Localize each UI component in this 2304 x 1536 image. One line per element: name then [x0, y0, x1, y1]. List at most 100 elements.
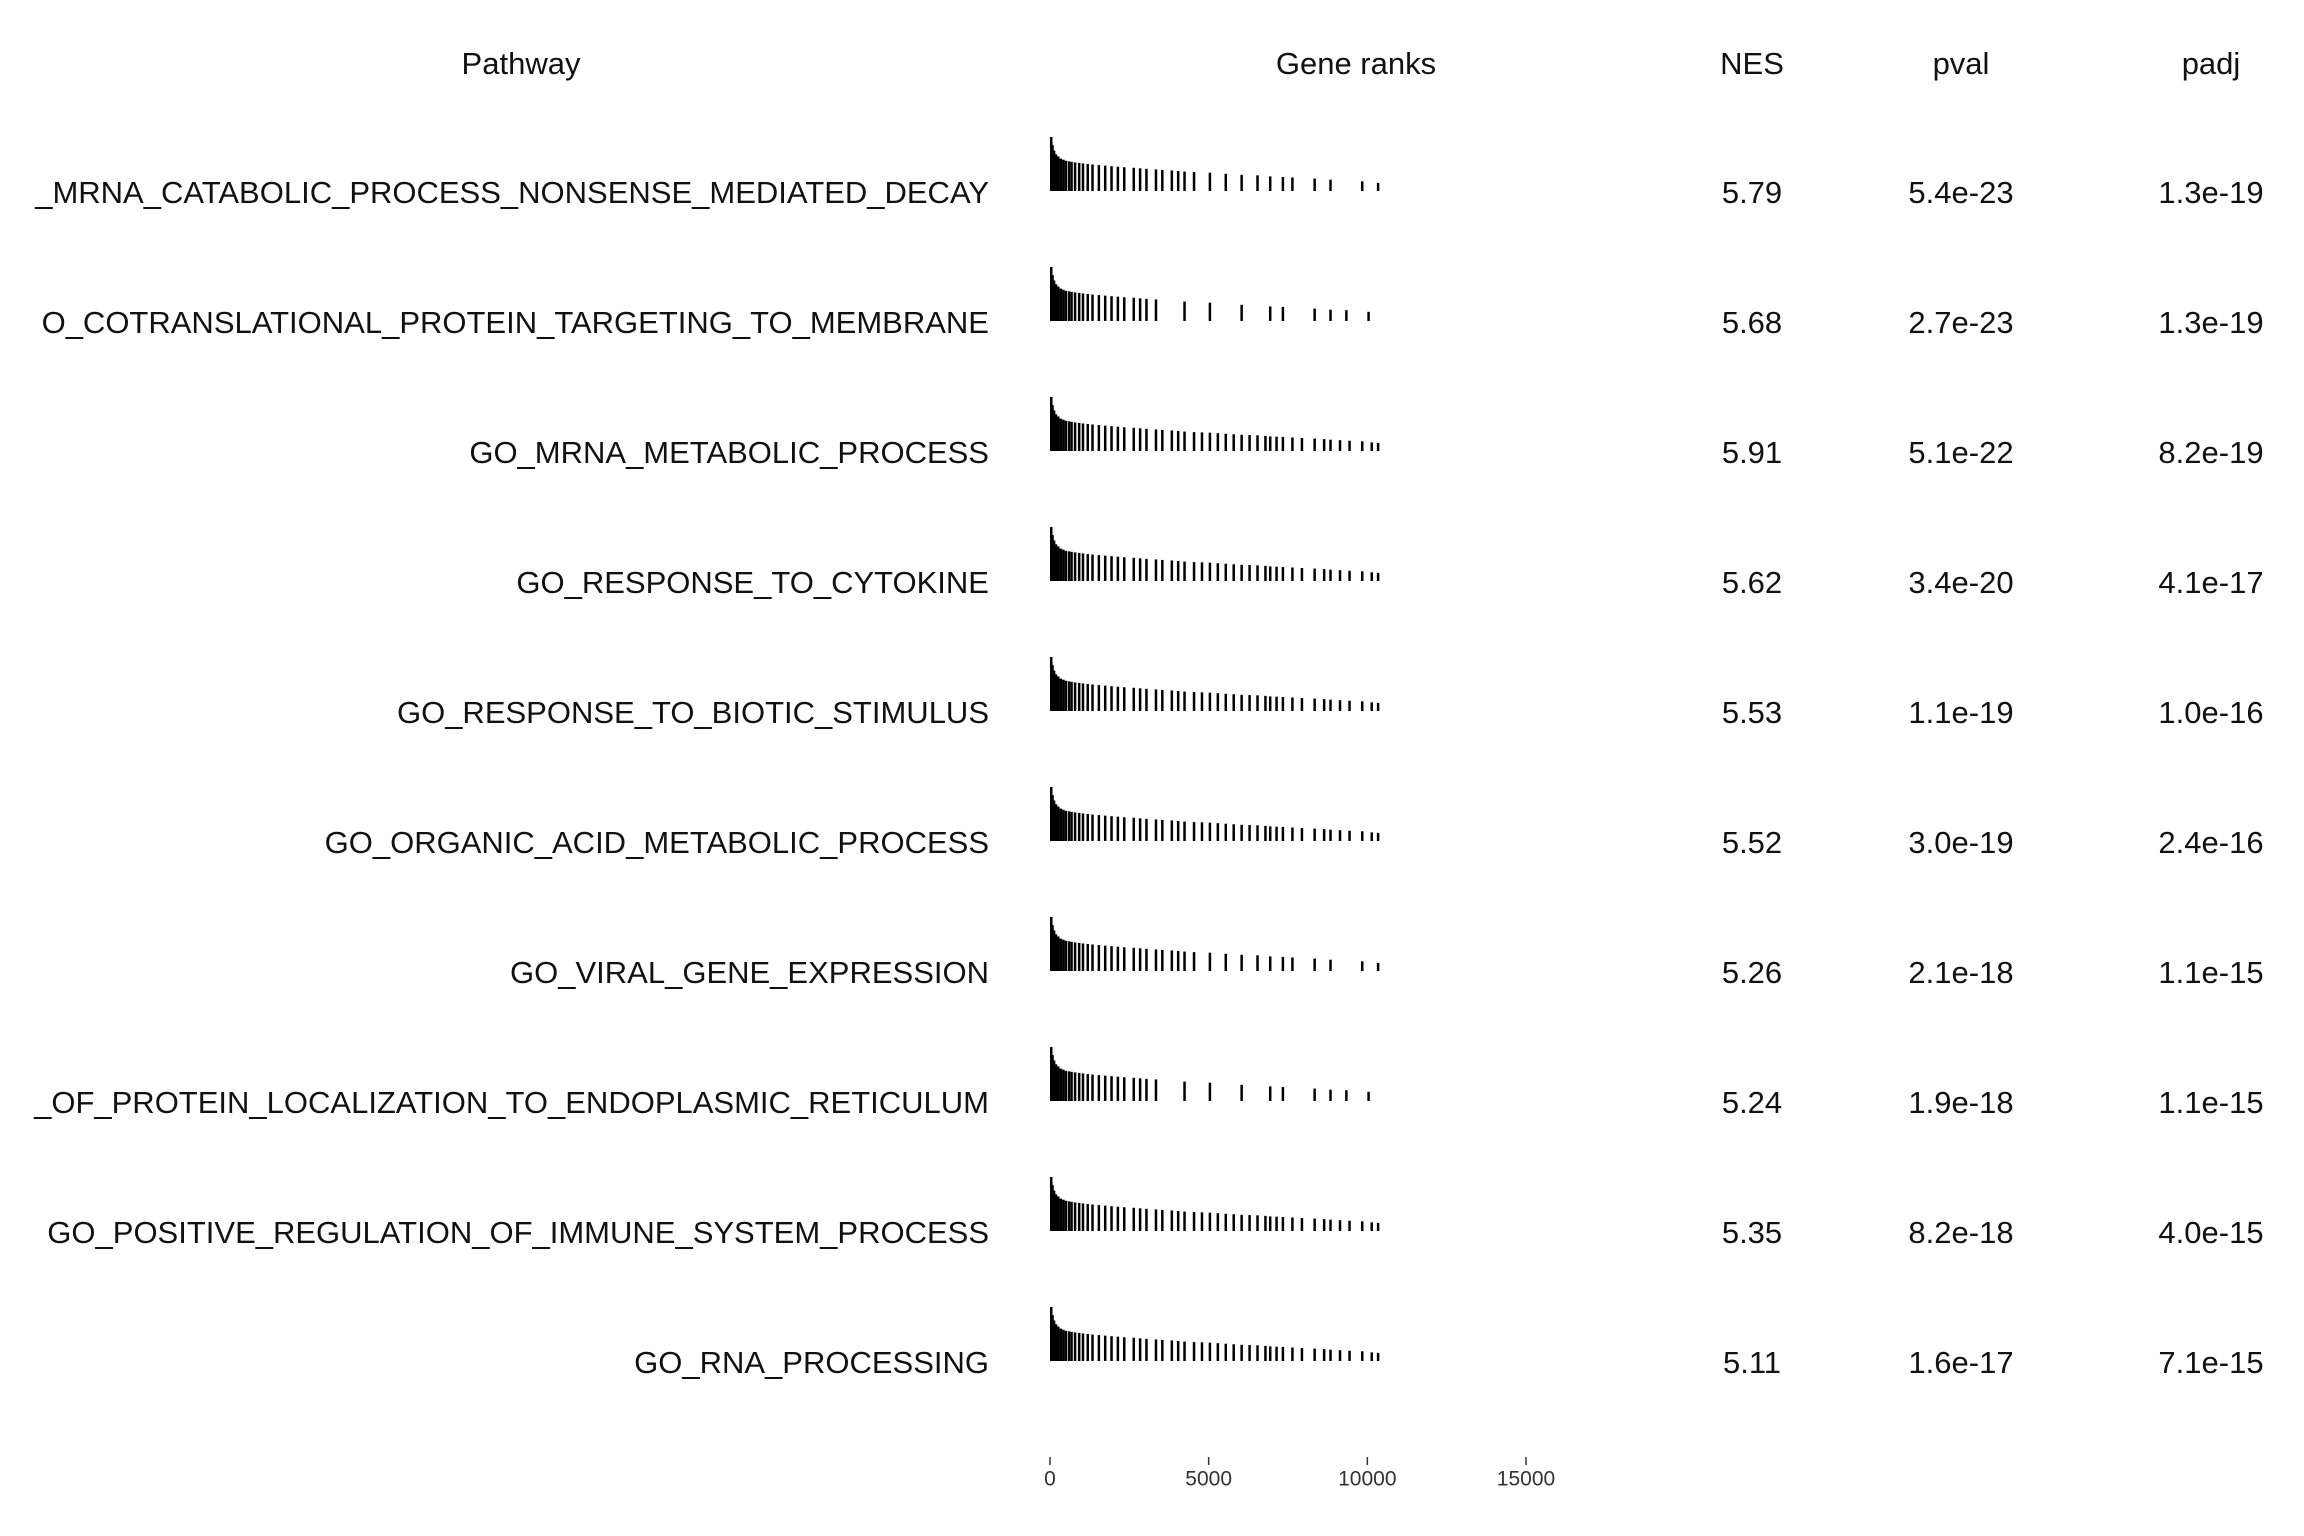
gene-hit: [1370, 702, 1374, 711]
pval-value: 2.1e-18: [1908, 955, 2013, 990]
nes-value: 5.52: [1722, 825, 1782, 860]
gene-hit: [1103, 295, 1107, 321]
gene-hit: [1138, 428, 1142, 451]
gene-hit: [1232, 824, 1235, 841]
gene-hit: [1313, 698, 1316, 711]
gene-hit: [1154, 169, 1158, 191]
gene-hit: [1360, 181, 1364, 191]
gene-hit: [1216, 1213, 1220, 1231]
gene-hit: [1122, 427, 1126, 451]
x-tick-label: 5000: [1185, 1468, 1232, 1491]
gene-hit: [1122, 167, 1126, 191]
gene-hit: [1059, 1328, 1063, 1361]
gene-hit: [1161, 689, 1164, 711]
gene-hit: [1360, 1351, 1364, 1361]
gene-hit: [1052, 670, 1056, 711]
gene-hit: [1248, 1345, 1251, 1361]
gene-hit: [1200, 822, 1204, 841]
gene-hit: [1054, 1194, 1058, 1231]
gene-hit: [1067, 941, 1071, 971]
gene-hit: [1052, 930, 1056, 971]
gene-hit: [1313, 308, 1316, 321]
gene-hit: [1064, 680, 1068, 711]
gene-hit: [1224, 693, 1228, 711]
gene-hit: [1240, 694, 1243, 711]
gene-hit: [1073, 1332, 1077, 1361]
gene-hit: [1154, 299, 1158, 321]
gene-hit: [1067, 1071, 1071, 1101]
gene-hit: [1077, 1332, 1081, 1361]
gene-hit: [1192, 432, 1196, 451]
gene-hit: [1077, 682, 1081, 711]
gene-hit: [1064, 940, 1068, 971]
gene-hit: [1070, 1071, 1073, 1101]
gene-hit: [1208, 432, 1212, 451]
padj-value: 1.3e-19: [2158, 175, 2263, 210]
gene-hit: [1110, 1336, 1113, 1361]
gene-hit: [1054, 544, 1058, 581]
gene-hit: [1062, 549, 1065, 581]
gene-hit: [1086, 424, 1089, 451]
gene-hit: [1073, 1202, 1077, 1231]
gene-hit: [1132, 427, 1136, 451]
gene-hit: [1281, 1216, 1285, 1231]
gene-hit: [1062, 159, 1065, 191]
gene-hit: [1161, 429, 1164, 451]
gene-hit: [1275, 436, 1278, 451]
gene-hit: [1224, 1213, 1228, 1231]
gene-hit: [1050, 917, 1053, 971]
gene-hit: [1240, 824, 1243, 841]
gene-hit: [1281, 306, 1285, 321]
gene-hit: [1313, 438, 1316, 451]
gene-hit: [1240, 1344, 1243, 1361]
gene-hit: [1138, 818, 1142, 841]
gene-hit: [1091, 814, 1094, 841]
gene-hit: [1059, 1068, 1063, 1101]
gene-hit: [1077, 552, 1081, 581]
gene-hit: [1081, 1073, 1085, 1101]
gene-hit: [1070, 551, 1073, 581]
gene-hit: [1056, 936, 1060, 971]
gene-hit: [1067, 681, 1071, 711]
gene-hit: [1360, 1221, 1364, 1231]
gene-hit: [1240, 954, 1243, 971]
gene-hit: [1138, 1338, 1142, 1361]
gene-hit: [1051, 795, 1054, 841]
gene-hit: [1329, 1219, 1332, 1231]
pval-value: 3.4e-20: [1908, 565, 2013, 600]
gene-hit: [1070, 941, 1073, 971]
gene-hit: [1064, 290, 1068, 321]
gene-hit: [1232, 564, 1235, 581]
gene-hit: [1154, 949, 1158, 971]
pval-value: 2.7e-23: [1908, 305, 2013, 340]
gene-hit: [1322, 439, 1326, 451]
gene-hit: [1050, 397, 1053, 451]
gene-hit: [1051, 535, 1054, 581]
gene-hit: [1132, 557, 1136, 581]
gene-hit: [1291, 437, 1294, 451]
pval-value: 5.4e-23: [1908, 175, 2013, 210]
gene-hit: [1145, 558, 1148, 581]
gene-hit: [1056, 1066, 1060, 1101]
gene-hit: [1070, 1201, 1073, 1231]
gene-hit: [1183, 171, 1186, 191]
gene-hit: [1224, 173, 1228, 191]
gene-hit: [1116, 1076, 1120, 1101]
gene-hit: [1176, 951, 1180, 971]
gene-hit: [1200, 1342, 1204, 1361]
gene-hit: [1110, 1206, 1113, 1231]
gene-hit: [1073, 552, 1077, 581]
padj-value: 4.0e-15: [2158, 1215, 2263, 1250]
gene-hit: [1062, 419, 1065, 451]
gene-hit: [1348, 1350, 1351, 1361]
x-tick-label: 15000: [1497, 1468, 1555, 1491]
gene-hit: [1110, 1076, 1113, 1101]
nes-value: 5.91: [1722, 435, 1782, 470]
gene-hit: [1116, 556, 1120, 581]
gene-hit: [1052, 1190, 1056, 1231]
gene-hit: [1367, 311, 1370, 321]
gene-hit: [1264, 1345, 1267, 1361]
gene-hit: [1268, 1346, 1272, 1361]
header: Pathway: [462, 46, 581, 81]
gene-hit: [1376, 702, 1380, 711]
